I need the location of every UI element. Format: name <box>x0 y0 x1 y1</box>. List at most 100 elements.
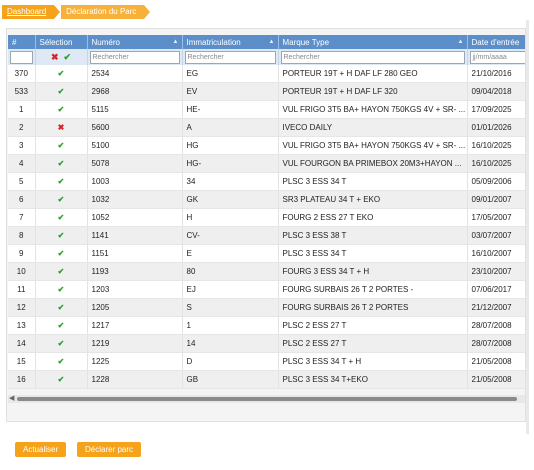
check-icon[interactable]: ✔ <box>57 105 65 114</box>
row-selection[interactable]: ✔ <box>35 298 88 317</box>
row-selection[interactable]: ✔ <box>35 316 88 335</box>
row-selection[interactable]: ✔ <box>35 262 88 281</box>
table-row[interactable]: 11 ✔ 1203 EJ FOURG SURBAIS 26 T 2 PORTES -07… <box>8 280 525 299</box>
col-header-immatriculation[interactable]: Immatriculation ▲ <box>182 35 279 49</box>
row-index: 9 <box>8 244 36 263</box>
table-row[interactable]: 5 ✔ 1003 34 PLSC 3 ESS 34 T 05/09/2006 <box>8 172 525 191</box>
index-filter-input[interactable] <box>10 50 33 64</box>
row-selection[interactable]: ✔ <box>35 136 88 155</box>
check-icon[interactable]: ✔ <box>57 321 65 330</box>
row-selection[interactable]: ✔ <box>35 190 88 209</box>
table-row[interactable]: 16 ✔ 1228 GB PLSC 3 ESS 34 T+EKO 21/05/2008 <box>8 370 525 389</box>
col-header-selection[interactable]: Sélection <box>35 35 88 49</box>
row-immatriculation: A <box>182 118 279 137</box>
row-selection[interactable]: ✔ <box>35 172 88 191</box>
row-numero: 1151 <box>87 244 183 263</box>
row-marque-type: IVECO DAILY <box>278 118 468 137</box>
type-search-input[interactable]: Rechercher <box>280 50 465 64</box>
row-index: 13 <box>8 316 36 335</box>
row-selection[interactable]: ✔ <box>35 226 88 245</box>
refresh-button[interactable]: Actualiser <box>15 442 67 457</box>
table-row[interactable]: 15 ✔ 1225 D PLSC 3 ESS 34 T + H 21/05/2008 <box>8 352 525 371</box>
check-icon[interactable]: ✔ <box>57 267 65 276</box>
table-row[interactable]: 533 ✔ 2968 EV PORTEUR 19T + H DAF LF 320 09/0… <box>8 82 525 101</box>
check-icon[interactable]: ✔ <box>57 375 65 384</box>
cross-icon[interactable]: ✖ <box>57 123 65 132</box>
row-marque-type: FOURG 3 ESS 34 T + H <box>278 262 468 281</box>
col-header-date-entree[interactable]: Date d'entrée <box>467 35 525 49</box>
row-selection[interactable]: ✔ <box>35 208 88 227</box>
row-date-entree: 05/09/2006 <box>467 172 525 191</box>
table-row[interactable]: 3 ✔ 5100 HG VUL FRIGO 3T5 BA+ HAYON 750KGS 4… <box>8 136 525 155</box>
col-header-index[interactable]: # <box>8 35 36 49</box>
check-icon[interactable]: ✔ <box>57 159 65 168</box>
check-icon[interactable]: ✔ <box>57 141 65 150</box>
page-scrollbar[interactable] <box>526 20 529 434</box>
row-immatriculation: HG- <box>182 154 279 173</box>
breadcrumb-dashboard[interactable]: Dashboard <box>2 5 61 19</box>
row-selection[interactable]: ✔ <box>35 82 88 101</box>
table-row[interactable]: 13 ✔ 1217 1 PLSC 2 ESS 27 T 28/07/2008 <box>8 316 525 335</box>
cross-icon[interactable]: ✖ <box>50 52 59 62</box>
check-icon[interactable]: ✔ <box>57 303 65 312</box>
check-icon[interactable]: ✔ <box>63 52 72 62</box>
header-row: # Sélection Numéro ▲ Immatriculation ▲ Mar… <box>8 35 525 49</box>
declare-fleet-button[interactable]: Déclarer parc <box>77 442 142 457</box>
check-icon[interactable]: ✔ <box>57 87 65 96</box>
row-selection[interactable]: ✔ <box>35 154 88 173</box>
check-icon[interactable]: ✔ <box>57 69 65 78</box>
table-row[interactable]: 8 ✔ 1141 CV- PLSC 3 ESS 38 T 03/07/2007 <box>8 226 525 245</box>
table-row[interactable]: 9 ✔ 1151 E PLSC 3 ESS 34 T 16/10/2007 <box>8 244 525 263</box>
table-row[interactable]: 1 ✔ 5115 HE- VUL FRIGO 3T5 BA+ HAYON 750KGS … <box>8 100 525 119</box>
check-icon[interactable]: ✔ <box>57 177 65 186</box>
table-row[interactable]: 4 ✔ 5078 HG- VUL FOURGON BA PRIMEBOX 20M3+HA… <box>8 154 525 173</box>
row-numero: 5078 <box>87 154 183 173</box>
table-row[interactable]: 370 ✔ 2534 EG PORTEUR 19T + H DAF LF 280 GEO… <box>8 65 525 83</box>
scroll-left-icon[interactable]: ◀ <box>9 395 15 402</box>
date-filter-input[interactable]: jj/mm/aaaa <box>469 50 525 64</box>
row-selection[interactable]: ✔ <box>35 334 88 353</box>
check-icon[interactable]: ✔ <box>57 195 65 204</box>
horizontal-scrollbar[interactable]: ◀ <box>8 395 525 403</box>
check-icon[interactable]: ✔ <box>57 339 65 348</box>
check-icon[interactable]: ✔ <box>57 357 65 366</box>
check-icon[interactable]: ✔ <box>57 285 65 294</box>
row-immatriculation: EV <box>182 82 279 101</box>
row-index: 370 <box>8 65 36 83</box>
row-selection[interactable]: ✔ <box>35 370 88 389</box>
row-numero: 1032 <box>87 190 183 209</box>
row-marque-type: FOURG SURBAIS 26 T 2 PORTES - <box>278 280 468 299</box>
numero-search-input[interactable]: Rechercher <box>89 50 180 64</box>
scroll-thumb[interactable] <box>17 397 517 401</box>
row-date-entree: 16/10/2007 <box>467 244 525 263</box>
row-selection[interactable]: ✔ <box>35 65 88 83</box>
row-marque-type: PLSC 3 ESS 34 T+EKO <box>278 370 468 389</box>
row-immatriculation: EG <box>182 65 279 83</box>
data-grid: # Sélection Numéro ▲ Immatriculation ▲ Mar… <box>8 35 525 389</box>
row-date-entree: 03/07/2007 <box>467 226 525 245</box>
row-numero: 1203 <box>87 280 183 299</box>
check-icon[interactable]: ✔ <box>57 213 65 222</box>
row-numero: 2534 <box>87 65 183 83</box>
row-index: 5 <box>8 172 36 191</box>
row-date-entree: 21/10/2016 <box>467 65 525 83</box>
check-icon[interactable]: ✔ <box>57 249 65 258</box>
table-row[interactable]: 12 ✔ 1205 S FOURG SURBAIS 26 T 2 PORTES 21/12… <box>8 298 525 317</box>
table-row[interactable]: 10 ✔ 1193 80 FOURG 3 ESS 34 T + H 23/10/2007 <box>8 262 525 281</box>
table-row[interactable]: 2 ✖ 5600 A IVECO DAILY 01/01/2026 <box>8 118 525 137</box>
row-date-entree: 23/10/2007 <box>467 262 525 281</box>
col-header-marque-type[interactable]: Marque Type ▲ <box>278 35 468 49</box>
col-header-numero[interactable]: Numéro ▲ <box>87 35 183 49</box>
immat-search-input[interactable]: Rechercher <box>184 50 276 64</box>
row-selection[interactable]: ✔ <box>35 244 88 263</box>
check-icon[interactable]: ✔ <box>57 231 65 240</box>
table-row[interactable]: 7 ✔ 1052 H FOURG 2 ESS 27 T EKO 17/05/2007 <box>8 208 525 227</box>
row-selection[interactable]: ✔ <box>35 352 88 371</box>
table-row[interactable]: 14 ✔ 1219 14 PLSC 2 ESS 27 T 28/07/2008 <box>8 334 525 353</box>
row-marque-type: PLSC 3 ESS 34 T <box>278 244 468 263</box>
row-selection[interactable]: ✔ <box>35 280 88 299</box>
row-selection[interactable]: ✔ <box>35 100 88 119</box>
table-row[interactable]: 6 ✔ 1032 GK SR3 PLATEAU 34 T + EKO 09/01/2007 <box>8 190 525 209</box>
row-index: 6 <box>8 190 36 209</box>
row-selection[interactable]: ✖ <box>35 118 88 137</box>
